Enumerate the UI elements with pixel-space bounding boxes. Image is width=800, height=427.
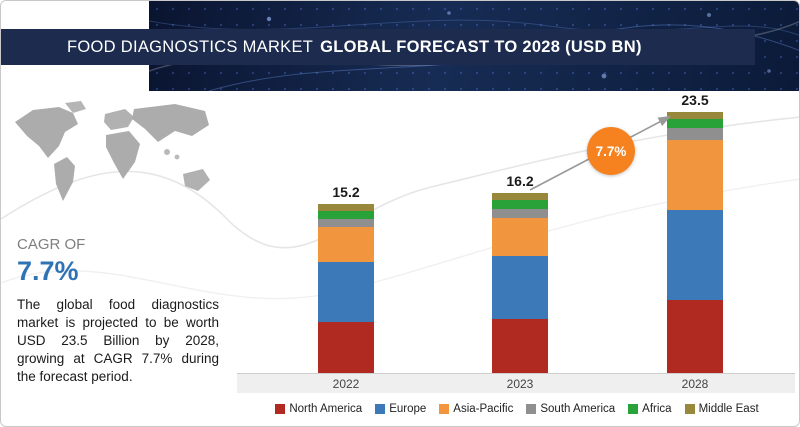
bar-segment-middle-east <box>492 193 548 200</box>
bar-segment-north-america <box>667 300 723 373</box>
legend-item-south-america: South America <box>526 403 615 415</box>
bar-segment-middle-east <box>318 204 374 211</box>
market-description: The global food diagnostics market is pr… <box>17 297 219 384</box>
header-banner: FOOD DIAGNOSTICS MARKET GLOBAL FORECAST … <box>1 1 799 91</box>
page-title-bold: GLOBAL FORECAST TO 2028 (USD BN) <box>320 37 642 56</box>
plot-area: 15.2 16.2 23.5 <box>233 91 799 373</box>
sidebar: CAGR OF 7.7% The global food diagnostics… <box>1 91 233 426</box>
chart-area: 15.2 16.2 23.5 2022 2023 2028 7.7% North Ame… <box>233 91 799 426</box>
legend-swatch <box>628 404 639 414</box>
legend-label: North America <box>289 403 363 415</box>
legend-label: Asia-Pacific <box>453 403 514 415</box>
bar-segment-asia-pacific <box>667 140 723 210</box>
title-bar: FOOD DIAGNOSTICS MARKET GLOBAL FORECAST … <box>1 29 755 65</box>
x-axis-label: 2022 <box>332 377 360 391</box>
legend-item-asia-pacific: Asia-Pacific <box>439 403 513 415</box>
page-title-regular: FOOD DIAGNOSTICS MARKET <box>67 37 314 56</box>
legend-item-middle-east: Middle East <box>684 403 759 415</box>
legend-swatch <box>526 404 537 414</box>
x-axis-label: 2023 <box>506 377 534 391</box>
legend-label: South America <box>540 403 616 415</box>
legend-label: Europe <box>389 403 427 415</box>
bar-segment-south-america <box>492 209 548 218</box>
bar-total-label: 15.2 <box>332 184 360 200</box>
bar-segment-asia-pacific <box>492 218 548 256</box>
bar-segment-europe <box>318 262 374 322</box>
legend-swatch <box>684 404 695 414</box>
legend-item-europe: Europe <box>375 403 426 415</box>
cagr-label: CAGR OF <box>17 236 86 253</box>
bar-total-label: 16.2 <box>506 173 534 189</box>
bar-segment-south-america <box>667 128 723 140</box>
bar-segment-africa <box>667 119 723 128</box>
legend-swatch <box>275 404 286 414</box>
stacked-bar-2023: 16.2 <box>492 173 548 373</box>
legend-label: Africa <box>642 403 672 415</box>
bar-segment-south-america <box>318 219 374 227</box>
legend: North America Europe Asia-Pacific South Ame… <box>233 403 799 415</box>
bar-segment-africa <box>318 211 374 219</box>
stacked-bar-2022: 15.2 <box>318 184 374 373</box>
legend-swatch <box>439 404 450 414</box>
bar-segment-north-america <box>318 322 374 373</box>
x-axis: 2022 2023 2028 <box>237 373 795 393</box>
bar-segment-europe <box>667 210 723 300</box>
bar-segment-asia-pacific <box>318 227 374 262</box>
cagr-badge: 7.7% <box>587 127 635 175</box>
legend-item-north-america: North America <box>275 403 362 415</box>
bar-segment-africa <box>492 200 548 209</box>
bar-segment-middle-east <box>667 112 723 119</box>
legend-label: Middle East <box>698 403 759 415</box>
bar-segment-north-america <box>492 319 548 373</box>
x-axis-label: 2028 <box>681 377 709 391</box>
cagr-value: 7.7% <box>17 256 79 286</box>
world-map <box>15 101 210 201</box>
stacked-bar-2028: 23.5 <box>667 92 723 373</box>
bar-total-label: 23.5 <box>681 92 709 108</box>
bar-segment-europe <box>492 256 548 319</box>
legend-item-africa: Africa <box>628 403 672 415</box>
legend-swatch <box>375 404 386 414</box>
